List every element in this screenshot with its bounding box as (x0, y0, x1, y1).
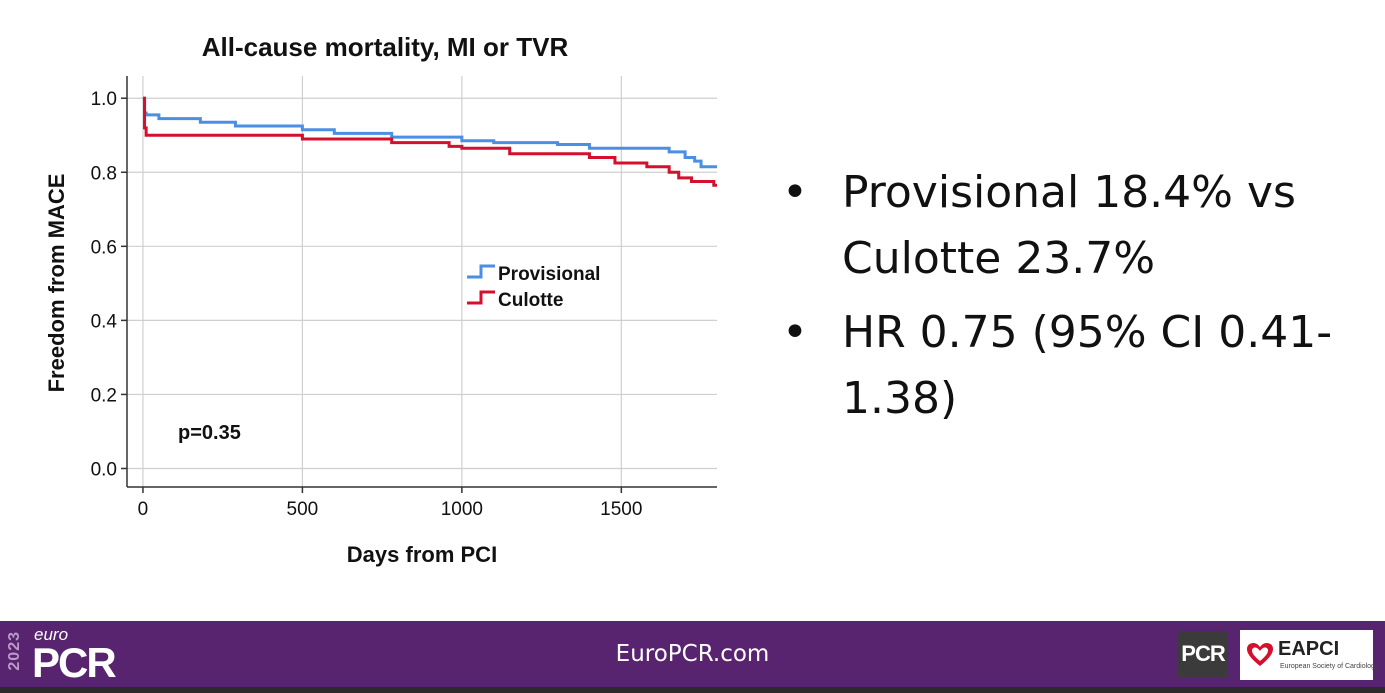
legend-provisional-swatch (467, 264, 495, 279)
bullet-text: Provisional 18.4% vs Culotte 23.7% (842, 167, 1296, 284)
bullet-dot-icon: • (782, 167, 808, 218)
bullet-item: • Provisional 18.4% vs Culotte 23.7% (780, 160, 1360, 292)
footer-bar: 2023 euro PCR EuroPCR.com PCR EAPCI Euro… (0, 621, 1385, 693)
km-chart: 0.0 0.2 0.4 0.6 0.8 1.0 0 500 1000 1500 All-cause… (44, 32, 717, 567)
y-tick-label: 0.4 (91, 311, 118, 332)
chart-legend: Provisional Culotte (467, 264, 600, 311)
y-tick-label: 0.0 (91, 459, 117, 480)
x-tick-label: 1500 (600, 499, 642, 520)
chart-axes: 0.0 0.2 0.4 0.6 0.8 1.0 0 500 1000 1500 (91, 76, 717, 520)
heart-icon (1247, 643, 1273, 666)
legend-culotte-label: Culotte (498, 290, 563, 311)
p-value-annotation: p=0.35 (178, 422, 241, 444)
footer-site-link[interactable]: EuroPCR.com (615, 641, 770, 667)
bullet-dot-icon: • (782, 307, 808, 358)
y-axis-label: Freedom from MACE (44, 174, 69, 393)
x-tick-label: 0 (138, 499, 149, 520)
x-tick-label: 1000 (441, 499, 483, 520)
legend-culotte-swatch (467, 290, 495, 305)
europcr-logo: 2023 euro PCR (6, 625, 126, 687)
chart-title: All-cause mortality, MI or TVR (202, 32, 569, 62)
bullet-text: HR 0.75 (95% CI 0.41-1.38) (842, 307, 1333, 424)
legend-provisional-label: Provisional (498, 264, 600, 285)
series-line-provisional (142, 96, 717, 169)
logo-euro: euro (34, 625, 69, 644)
x-axis-label: Days from PCI (347, 542, 497, 567)
y-tick-label: 0.8 (91, 163, 117, 184)
eapci-subtitle: European Society of Cardiology (1280, 663, 1379, 670)
y-tick-label: 0.6 (91, 237, 117, 258)
x-tick-label: 500 (287, 499, 319, 520)
chart-series (142, 96, 717, 187)
bullet-list: • Provisional 18.4% vs Culotte 23.7% • H… (780, 160, 1360, 440)
logo-pcr: PCR (32, 639, 117, 686)
series-line-culotte (142, 96, 717, 187)
bullet-item: • HR 0.75 (95% CI 0.41-1.38) (780, 300, 1360, 432)
eapci-name: EAPCI (1278, 638, 1340, 660)
eapci-logo: EAPCI European Society of Cardiology (1240, 630, 1378, 680)
chart-grid (127, 76, 717, 487)
y-tick-label: 0.2 (91, 385, 117, 406)
pcr-logo: PCR (1178, 631, 1228, 677)
y-tick-label: 1.0 (91, 89, 117, 110)
